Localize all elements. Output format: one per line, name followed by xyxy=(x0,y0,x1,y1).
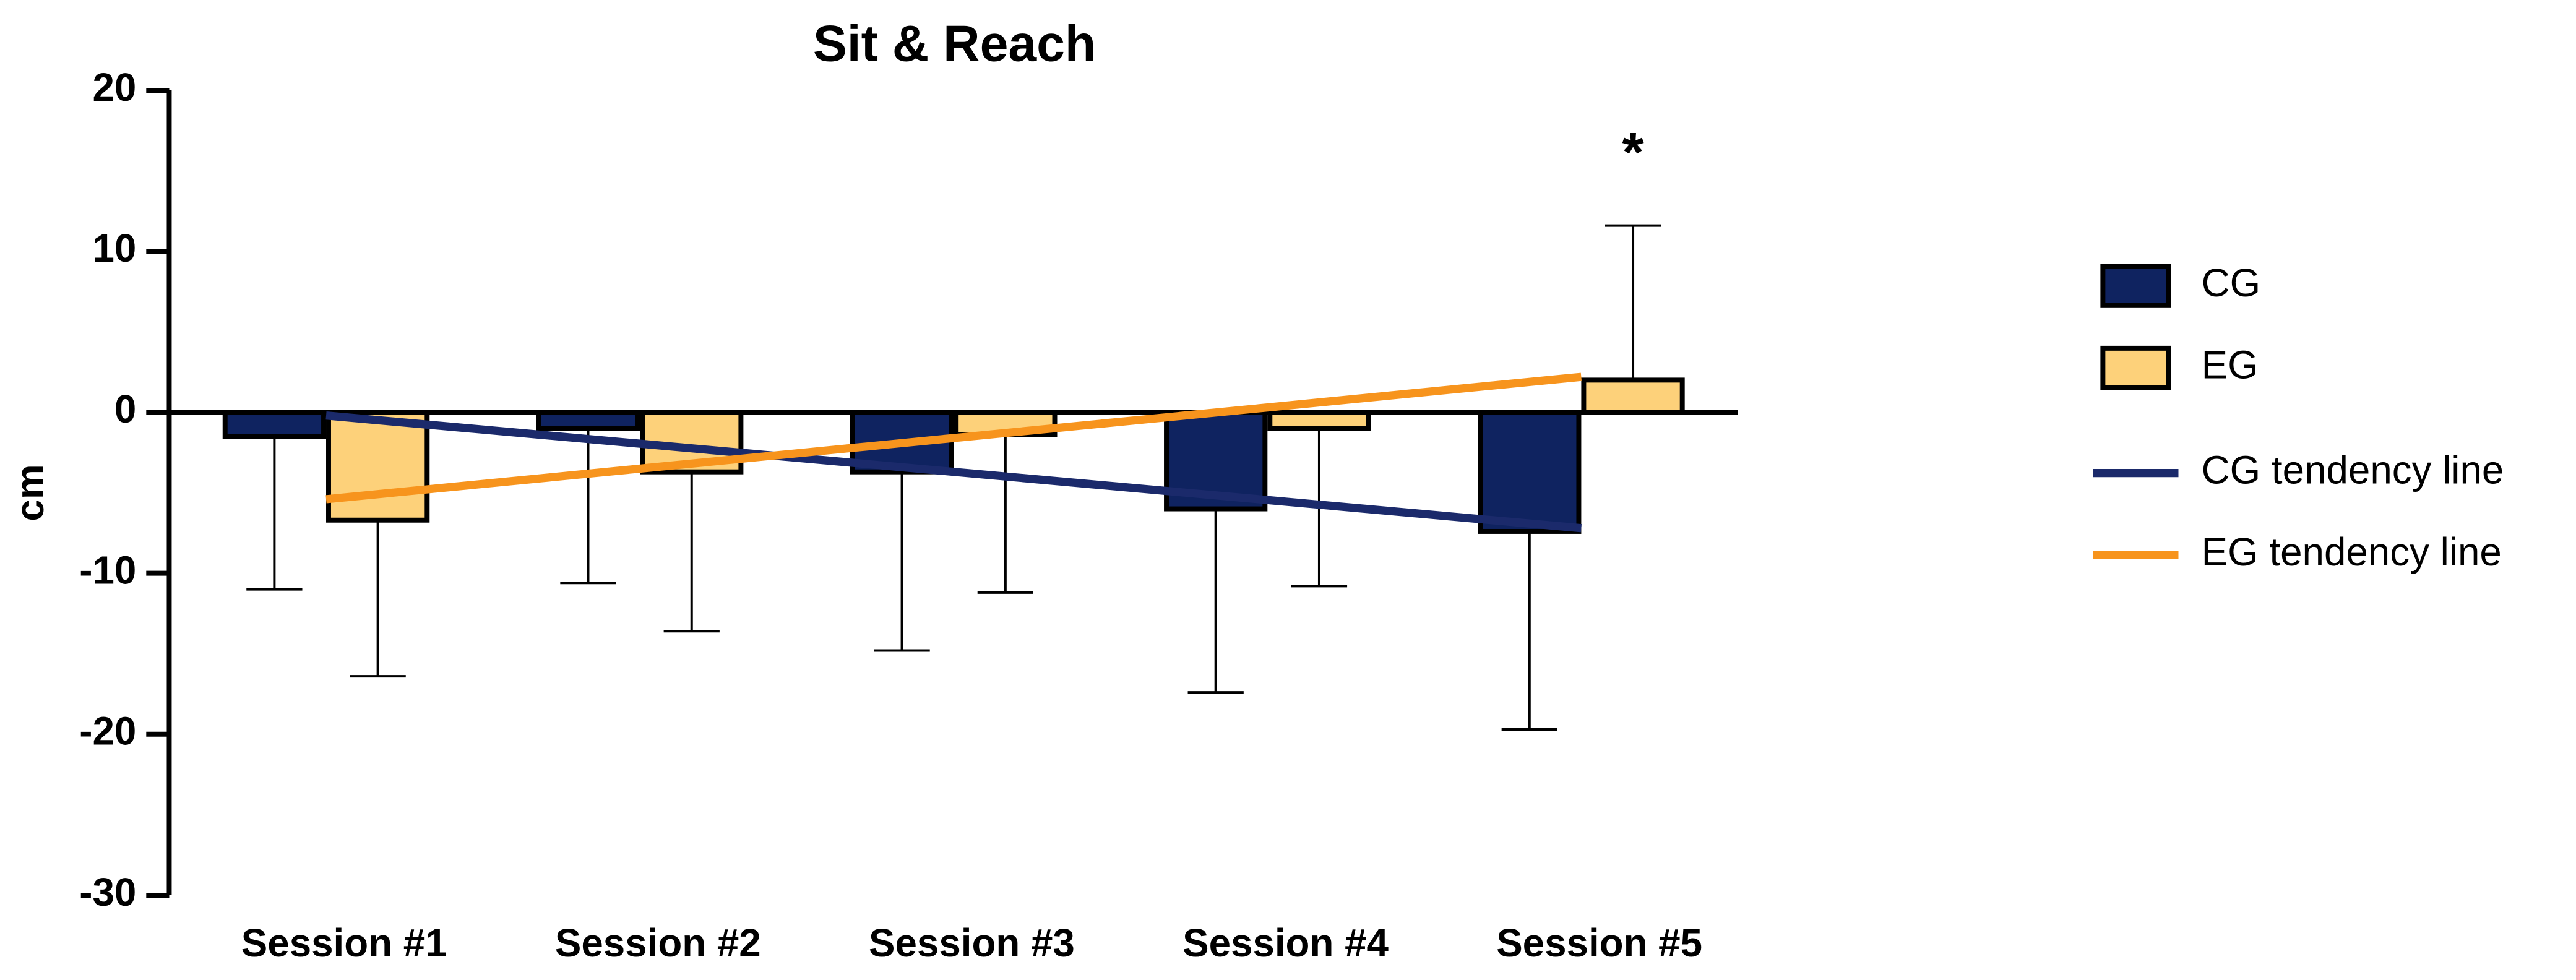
chart-title: Sit & Reach xyxy=(813,15,1096,72)
legend-swatch xyxy=(2100,345,2171,390)
legend-swatch xyxy=(2100,264,2171,308)
x-tick-label: Session #3 xyxy=(869,921,1075,965)
x-tick-label: Session #1 xyxy=(241,921,447,965)
bar xyxy=(1478,410,1582,534)
y-tick-label: -20 xyxy=(79,709,136,754)
y-axis-label: cm xyxy=(7,464,52,521)
legend-label: CG xyxy=(2202,260,2261,305)
legend-label: EG tendency line xyxy=(2202,530,2502,574)
bar xyxy=(1581,377,1685,415)
x-tick-label: Session #4 xyxy=(1182,921,1389,965)
x-tick-label: Session #2 xyxy=(555,921,761,965)
y-tick-label: 20 xyxy=(93,65,137,110)
bar xyxy=(222,410,327,439)
y-tick-label: 10 xyxy=(93,226,137,270)
tendency-line xyxy=(325,372,1582,504)
x-tick-label: Session #5 xyxy=(1496,921,1702,965)
tendency-line xyxy=(325,411,1582,533)
bar xyxy=(1267,410,1371,431)
bar xyxy=(326,410,430,523)
y-tick-label: -10 xyxy=(79,548,136,592)
legend-label: EG xyxy=(2202,343,2259,387)
y-tick-label: 0 xyxy=(114,387,136,431)
y-tick-label: -30 xyxy=(79,870,136,914)
legend-label: CG tendency line xyxy=(2202,447,2504,492)
annotation: * xyxy=(1622,121,1644,184)
